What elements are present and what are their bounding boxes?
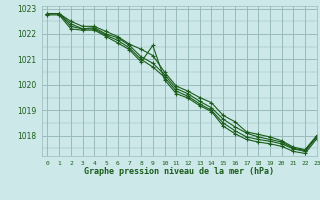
X-axis label: Graphe pression niveau de la mer (hPa): Graphe pression niveau de la mer (hPa) [84, 167, 274, 176]
